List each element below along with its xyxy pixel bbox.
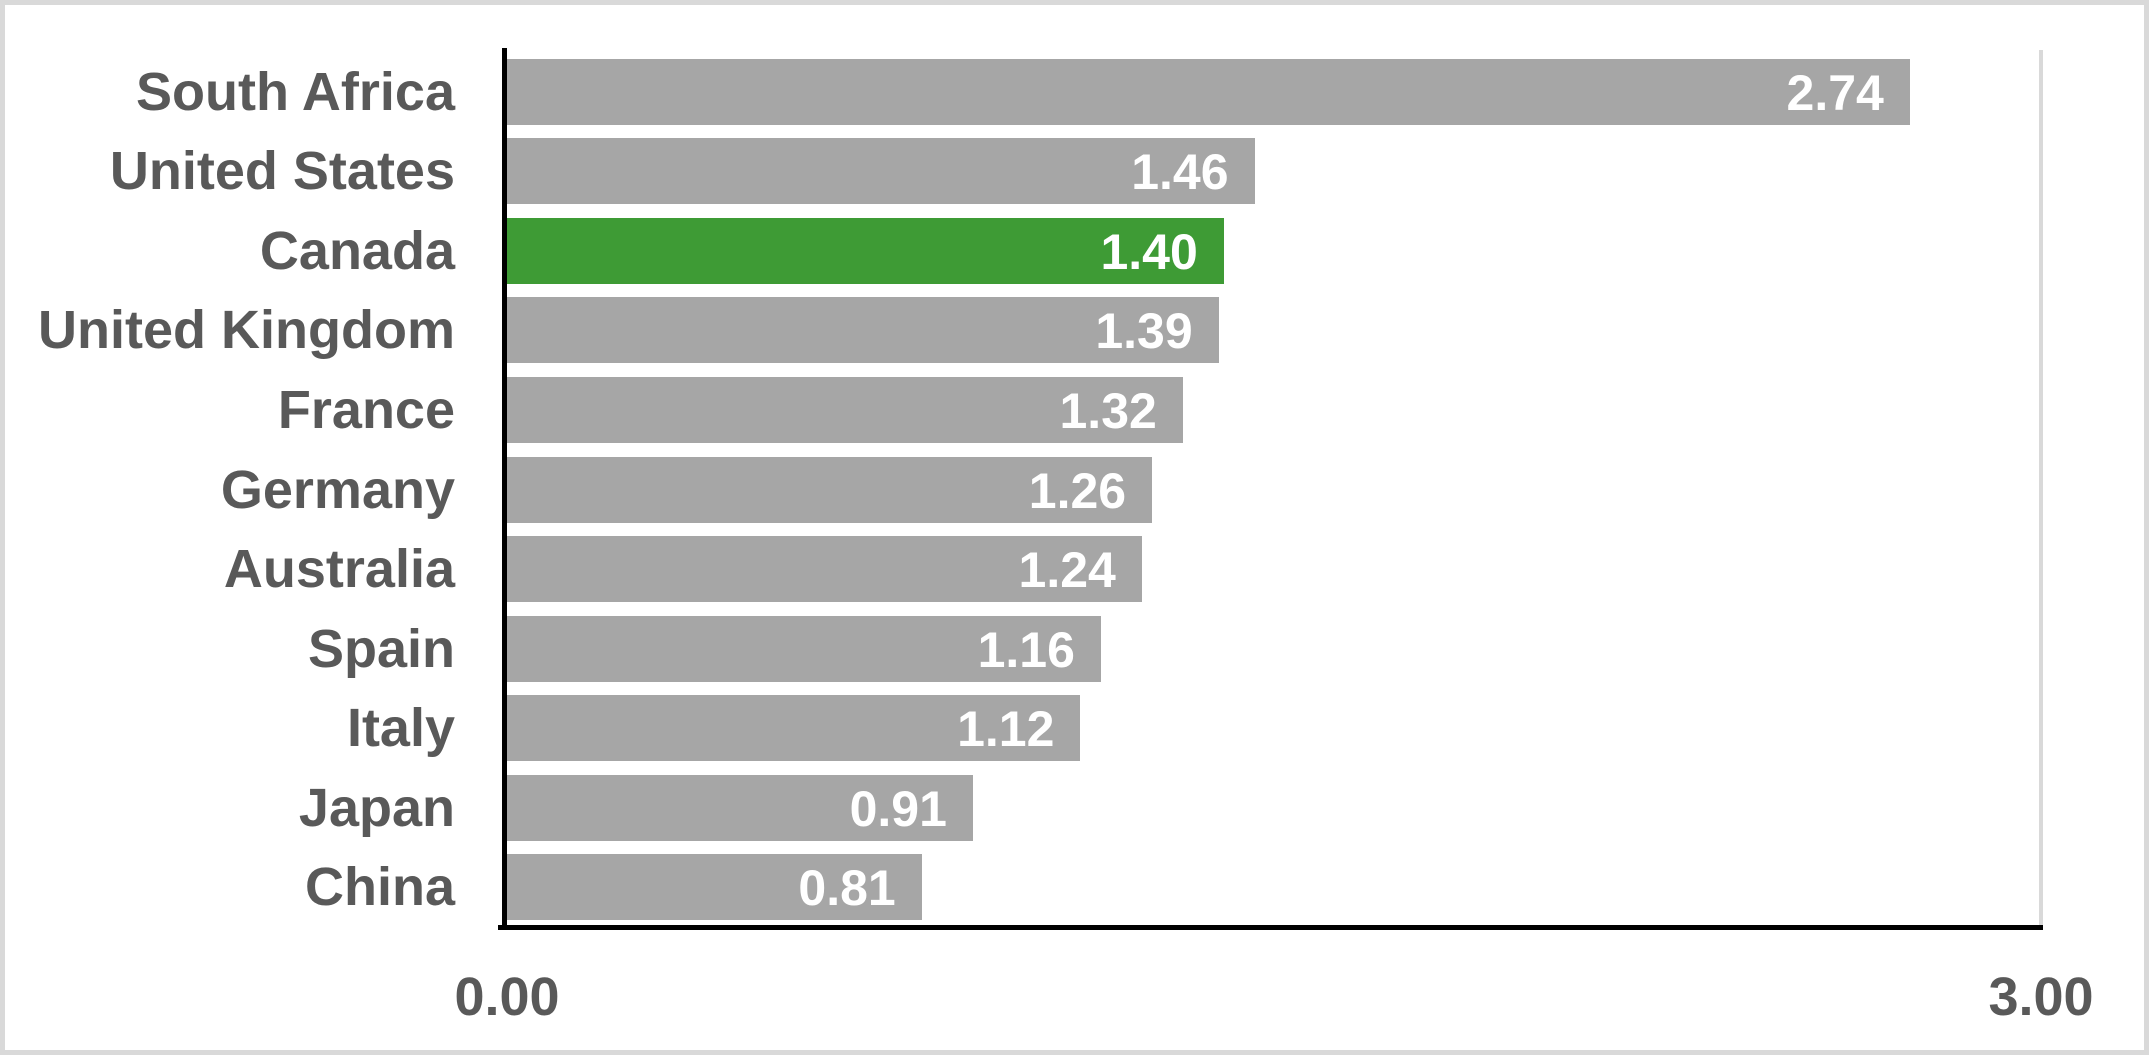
bar-highlighted: 1.40 (507, 217, 1224, 284)
category-label: South Africa (135, 61, 455, 122)
bar: 1.46 (507, 138, 1255, 205)
x-axis-tick-max: 3.00 (1988, 967, 2094, 1027)
value-label: 1.26 (1028, 462, 1127, 519)
value-label: 1.32 (1059, 382, 1157, 439)
x-axis-line (498, 925, 2043, 930)
bar: 0.91 (507, 774, 973, 841)
category-label: Japan (298, 777, 455, 838)
x-axis-tick-min: 0.00 (454, 967, 560, 1027)
category-label: Canada (259, 220, 455, 281)
gridline-at-max (2039, 50, 2043, 925)
category-label: United States (109, 141, 455, 202)
category-label: Italy (346, 698, 455, 759)
bar: 1.12 (507, 695, 1081, 762)
value-label: 1.12 (957, 701, 1055, 758)
value-label: 0.81 (798, 860, 896, 917)
category-label: Australia (223, 539, 455, 600)
value-label: 1.16 (977, 621, 1075, 678)
bar: 1.16 (507, 615, 1101, 682)
category-label: China (304, 857, 455, 918)
value-label: 1.24 (1018, 542, 1116, 599)
value-label: 0.91 (849, 780, 947, 837)
bar: 1.26 (507, 456, 1153, 523)
value-label: 2.74 (1786, 64, 1884, 121)
bar: 0.81 (507, 854, 922, 921)
y-axis-line (502, 48, 507, 930)
bar: 1.32 (507, 376, 1183, 443)
bar: 1.24 (507, 536, 1142, 603)
category-label: Spain (307, 618, 455, 679)
bar: 2.74 (507, 58, 1910, 125)
category-label: Germany (220, 459, 455, 520)
category-label: United Kingdom (38, 300, 455, 361)
category-label: France (277, 379, 455, 440)
bar: 1.39 (507, 297, 1219, 364)
value-label: 1.46 (1131, 144, 1229, 201)
value-label: 1.39 (1095, 303, 1193, 360)
value-label: 1.40 (1100, 223, 1198, 280)
